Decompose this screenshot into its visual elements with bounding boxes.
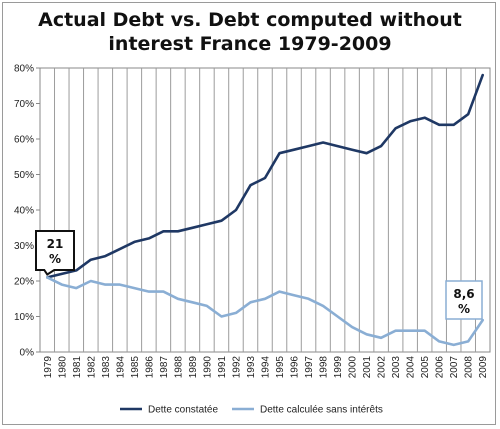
x-tick-label: 1981: [72, 356, 83, 379]
x-tick-label: 2007: [449, 356, 460, 379]
x-tick-label: 1993: [246, 356, 257, 379]
x-tick-label: 1986: [144, 356, 155, 379]
y-tick-label: 0%: [20, 348, 35, 359]
x-tick-label: 1987: [159, 356, 170, 379]
x-tick-label: 1998: [319, 356, 330, 379]
y-tick-label: 70%: [14, 99, 34, 110]
x-tick-label: 2009: [478, 356, 489, 379]
x-tick-label: 2005: [420, 356, 431, 379]
y-tick-label: 60%: [14, 135, 34, 146]
legend-label-1: Dette constatée: [148, 405, 218, 416]
x-tick-label: 1999: [333, 356, 344, 379]
callout-start-value: 21: [47, 237, 64, 251]
x-tick-label: 1984: [115, 356, 126, 379]
x-tick-label: 1980: [57, 356, 68, 379]
y-tick-label: 50%: [14, 170, 34, 181]
chart-title-line-1: Actual Debt vs. Debt computed without: [38, 9, 462, 31]
legend-label-2: Dette calculée sans intérêts: [260, 405, 383, 416]
plot-area: [39, 67, 491, 353]
x-tick-label: 1991: [217, 356, 228, 379]
y-tick-label: 30%: [14, 241, 34, 252]
x-tick-label: 1989: [188, 356, 199, 379]
x-tick-label: 1995: [275, 356, 286, 379]
x-tick-label: 2000: [348, 356, 359, 379]
x-tick-label: 2002: [377, 356, 388, 379]
y-tick-label: 20%: [14, 277, 34, 288]
x-tick-label: 1996: [290, 356, 301, 379]
x-tick-label: 2008: [464, 356, 475, 379]
callout-end-unit: %: [458, 302, 470, 316]
x-tick-label: 2003: [391, 356, 402, 379]
callout-start-box: [35, 230, 75, 276]
x-tick-label: 1992: [231, 356, 242, 379]
x-tick-label: 1994: [261, 356, 272, 379]
x-tick-label: 1985: [130, 356, 141, 379]
x-tick-label: 2001: [362, 356, 373, 379]
series-line-1: [45, 73, 485, 279]
x-tick-label: 1979: [43, 356, 54, 379]
x-tick-label: 1982: [86, 356, 97, 379]
chart-title: Actual Debt vs. Debt computed without in…: [0, 8, 500, 56]
callout-end-box: [445, 280, 483, 320]
x-tick-label: 2006: [435, 356, 446, 379]
x-tick-label: 1983: [101, 356, 112, 379]
y-tick-label: 80%: [14, 64, 34, 75]
y-tick-label: 10%: [14, 312, 34, 323]
callout-start-unit: %: [49, 252, 61, 266]
x-tick-label: 1997: [304, 356, 315, 379]
callout-end-pointer: [481, 318, 484, 322]
chart-title-line-2: interest France 1979-2009: [108, 33, 392, 55]
x-tick-label: 1990: [202, 356, 213, 379]
y-tick-label: 40%: [14, 206, 34, 217]
series-line-2: [45, 276, 485, 347]
callout-end-value: 8,6: [453, 287, 474, 301]
x-tick-label: 1988: [173, 356, 184, 379]
x-tick-label: 2004: [406, 356, 417, 379]
